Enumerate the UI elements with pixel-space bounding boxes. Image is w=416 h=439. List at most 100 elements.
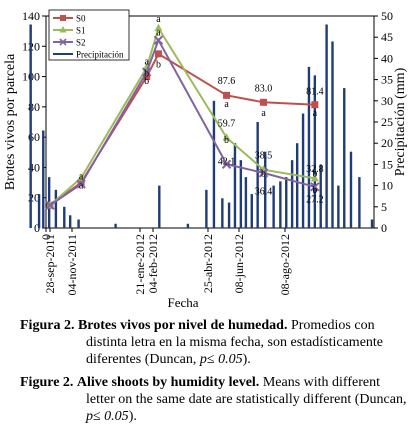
y-right-tick-label: 45 [381, 30, 393, 44]
precipitation-bar [227, 202, 231, 228]
precipitation-bar [239, 160, 243, 228]
precipitation-bar [54, 189, 58, 228]
precipitation-bar [256, 122, 259, 228]
x-tick-label: 21-ene-2012 [133, 234, 147, 295]
caption-en-title: Alive shoots by humidity level. [76, 375, 260, 390]
precipitation-bar [212, 100, 216, 228]
marker-s2 [310, 182, 320, 192]
marker-s2 [153, 35, 164, 45]
precipitation-bar [63, 206, 66, 228]
y-right-tick-label: 40 [381, 51, 393, 65]
marker-s0 [260, 98, 268, 106]
caption-es-title: Brotes vivos por nivel de humedad. [77, 318, 288, 333]
y-right-tick-label: 5 [381, 200, 387, 214]
precipitation-bar [319, 164, 322, 228]
x-tick-label: 04-feb-2012 [146, 234, 160, 293]
caption-spanish: Figura 2. Brotes vivos por nivel de hume… [20, 317, 412, 368]
precipitation-bar [205, 189, 208, 228]
marker-s0 [143, 73, 151, 81]
annotation-label: a [79, 172, 84, 183]
precipitation-bar [349, 151, 353, 228]
caption-en-end: ). [128, 409, 137, 424]
caption-en-label: Figure 2. [20, 375, 74, 390]
marker-s2 [141, 67, 152, 77]
annotation-label: a [156, 28, 161, 39]
precipitation-bar [313, 75, 317, 228]
y-right-tick-label: 0 [381, 221, 387, 235]
y-left-axis-title: Brotes vivos por parcela [3, 53, 18, 190]
precipitation-bar [158, 185, 161, 228]
y-right-tick-label: 20 [381, 136, 393, 150]
precipitation-bar [290, 160, 294, 228]
annotation-label: 32.8 [306, 164, 324, 175]
precipitation-bar [301, 113, 305, 228]
annotation-label: b [312, 169, 317, 180]
precipitation-bar [264, 151, 267, 228]
marker-s0 [154, 50, 162, 58]
precipitation-bar [343, 88, 346, 228]
precipitation-bar [29, 24, 32, 229]
precipitation-bar [279, 181, 282, 228]
series-line-s0 [49, 52, 315, 207]
annotation-label: b [156, 59, 161, 70]
y-right-tick-label: 10 [381, 179, 393, 193]
annotation-label: a [144, 56, 149, 67]
precipitation-bar [233, 143, 237, 228]
legend-label: S1 [76, 26, 86, 36]
x-tick-label: 08-jun-2012 [232, 234, 246, 293]
annotation-label: 59.7 [218, 119, 236, 130]
y-right-tick-label: 50 [381, 9, 393, 23]
marker-s1 [310, 173, 319, 182]
annotation-label: 81.4 [306, 87, 324, 98]
legend-label: S0 [76, 14, 86, 24]
legend-marker [60, 15, 66, 21]
precipitation-bar [295, 143, 299, 228]
legend-label: Precipitación [76, 50, 124, 60]
caption-en-text: Means with different letter on the same … [86, 375, 407, 407]
precipitation-bar [186, 223, 190, 228]
marker-s1 [222, 133, 231, 141]
annotation-label: b [312, 185, 317, 196]
figure-chart: 0204060801001201400510152025303540455002… [3, 9, 408, 310]
caption-english: Figure 2. Alive shoots by humidity level… [20, 374, 412, 425]
legend: S0 S1 S2 Precipitación [48, 9, 130, 61]
legend-label: S2 [76, 38, 86, 48]
precipitation-bar [285, 177, 288, 228]
x-tick-label: 0 [39, 234, 53, 240]
axis-labels: Brotes vivos por parcela Precipitación (m… [3, 53, 408, 310]
annotation-label: b [224, 135, 229, 146]
annotation-label: 42.1 [218, 156, 236, 167]
marker-s1 [154, 23, 163, 32]
precipitation-bar [221, 198, 224, 228]
precipitation-bars [29, 24, 374, 229]
x-tick-label: 04-nov-2011 [65, 234, 79, 296]
legend-marker [59, 26, 67, 33]
annotation-label: 27.2 [306, 194, 324, 205]
annotation-label: 36.4 [255, 187, 273, 198]
precipitation-bar [250, 194, 253, 228]
x-tick-label: 28-sep-2011 [43, 234, 57, 294]
y-left-tick-label: 0 [34, 221, 40, 235]
annotation-label: a [79, 181, 84, 192]
precipitation-bar [37, 194, 41, 228]
y-right-tick-label: 15 [381, 157, 393, 171]
marker-s2 [221, 159, 232, 169]
annotation-label: a [261, 108, 266, 119]
precipitation-bar [325, 24, 328, 229]
annotation-label: b [144, 76, 149, 87]
precipitation-bar [42, 130, 45, 228]
precipitation-bar [77, 219, 80, 228]
shoot-series [45, 23, 320, 210]
marker-s2 [76, 179, 86, 189]
y-right-tick-label: 35 [381, 73, 393, 87]
caption-es-stat: p≤ 0.05 [199, 352, 243, 367]
annotation-label: a [224, 99, 229, 110]
caption-es-end: ). [242, 352, 251, 367]
significance-annotations: aaabbaab87.6a59.7b42.183.0a38.5b36.481.4… [79, 14, 324, 205]
precipitation-bar [272, 185, 275, 228]
annotation-label: 38.5 [255, 150, 273, 161]
precipitation-bar [307, 66, 311, 228]
annotation-label: a [313, 108, 318, 119]
axes: 0204060801001201400510152025303540455002… [22, 9, 393, 296]
caption-en-stat: p≤ 0.05 [86, 409, 129, 424]
